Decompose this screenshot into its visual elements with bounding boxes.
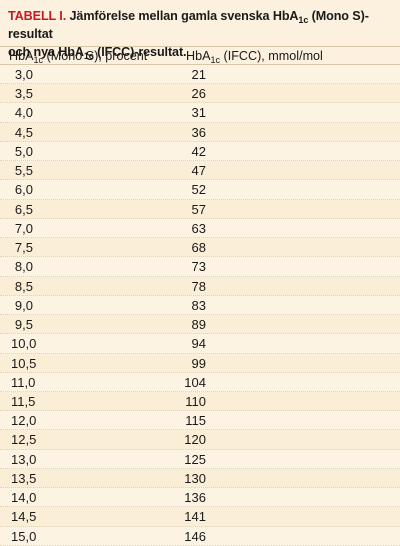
column-header-mono-s: HbA1c (Mono S), procent [9,48,148,65]
column-header-mono-s-subscript: 1c [33,55,44,65]
table-row: 5,5 47 [0,161,400,181]
table-row: 4,5 36 [0,122,400,142]
cell-mono-s: 13,5 [11,470,37,486]
caption-text-2: och nya HbA [8,45,84,59]
cell-ifcc: 94 [191,336,206,352]
table-row: 14,5 141 [0,507,400,527]
caption-line-1: TABELL I. Jämförelse mellan gamla svensk… [8,7,394,43]
cell-ifcc: 83 [191,297,206,313]
caption-subscript-2: 1c [83,51,94,61]
table-row: 3,0 21 [0,65,400,85]
table-row: 5,0 42 [0,141,400,162]
table-row: 13,0 125 [0,449,400,469]
cell-ifcc: 125 [184,451,206,467]
cell-ifcc: 136 [184,490,206,506]
table-row: 11,0 104 [0,372,400,392]
table-row: 3,5 26 [0,84,400,104]
cell-ifcc: 146 [184,528,206,544]
cell-mono-s: 11,0 [11,374,36,390]
cell-ifcc: 42 [191,143,206,159]
column-header-ifcc-unit: (IFCC), mmol/mol [220,49,323,63]
cell-ifcc: 26 [191,86,206,102]
cell-ifcc: 52 [191,182,206,198]
table-row: 11,5 110 [0,391,400,412]
table-row: 12,5 120 [0,430,400,450]
cell-mono-s: 12,5 [11,432,37,448]
column-header-mono-s-text: HbA [9,49,34,63]
table-row: 13,5 130 [0,468,400,489]
cell-mono-s: 9,0 [14,297,33,313]
table-row: 12,0 115 [0,411,400,431]
cell-ifcc: 47 [191,163,206,179]
cell-ifcc: 141 [184,509,206,525]
cell-ifcc: 89 [191,317,206,333]
cell-ifcc: 36 [191,124,206,140]
cell-mono-s: 8,5 [14,278,33,294]
column-header-ifcc-subscript: 1c [210,55,221,65]
cell-ifcc: 110 [185,393,206,409]
cell-mono-s: 5,5 [14,163,33,179]
cell-mono-s: 12,0 [11,413,37,429]
cell-mono-s: 6,5 [14,201,33,217]
column-header-ifcc-text: HbA [186,49,211,63]
cell-mono-s: 14,5 [11,509,37,525]
conversion-table: TABELL I. Jämförelse mellan gamla svensk… [0,7,400,546]
cell-mono-s: 5,0 [14,143,33,159]
table-row: 6,0 52 [0,180,400,200]
table-row: 6,5 57 [0,199,400,219]
cell-mono-s: 3,5 [14,86,33,102]
table-body: 3,0 21 3,5 26 4,0 31 4,5 36 5,0 42 5,5 47 6,0 52 6,5 57… [0,65,400,546]
column-header-mono-s-unit: (Mono S), procent [43,49,148,63]
table-row: 4,0 31 [0,103,400,123]
cell-ifcc: 130 [184,470,206,486]
cell-mono-s: 6,0 [14,182,33,198]
table-row: 7,5 68 [0,238,400,258]
caption-text-2b: (IFCC)-resultat. [97,45,187,59]
cell-ifcc: 104 [184,374,206,390]
caption-line-2: och nya HbA1c (IFCC)-resultat. [8,43,394,61]
cell-ifcc: 68 [191,240,206,256]
cell-mono-s: 11,5 [11,393,36,409]
cell-mono-s: 4,0 [14,105,33,121]
cell-mono-s: 10,5 [11,355,37,371]
cell-mono-s: 7,0 [14,220,33,236]
cell-ifcc: 73 [191,259,206,275]
cell-mono-s: 9,5 [14,317,33,333]
table-row: 9,5 89 [0,315,400,335]
cell-ifcc: 21 [191,67,206,82]
cell-mono-s: 8,0 [14,259,33,275]
cell-ifcc: 57 [191,201,206,217]
table-row: 9,0 83 [0,295,400,316]
table-row: 14,0 136 [0,488,400,508]
table-label: TABELL I. [8,9,67,23]
cell-mono-s: 15,0 [11,528,37,544]
cell-ifcc: 31 [191,105,206,121]
caption-text-1: Jämförelse mellan gamla svenska HbA [69,9,299,23]
cell-ifcc: 120 [184,432,206,448]
table-header: HbA1c (Mono S), procent HbA1c (IFCC), mm… [0,46,400,65]
cell-mono-s: 10,0 [11,336,37,352]
table-row: 8,0 73 [0,257,400,277]
table-row: 10,0 94 [0,334,400,354]
cell-mono-s: 3,0 [14,67,33,82]
caption-text-1b: (Mono S)-resultat [8,9,369,41]
cell-ifcc: 63 [191,220,206,236]
cell-ifcc: 99 [191,355,206,371]
cell-mono-s: 4,5 [14,124,33,140]
cell-mono-s: 14,0 [11,490,37,506]
table-row: 7,0 63 [0,218,400,239]
table-row: 15,0 146 [0,526,400,546]
cell-mono-s: 7,5 [14,240,33,256]
table-caption: TABELL I. Jämförelse mellan gamla svensk… [8,7,394,61]
table-row: 8,5 78 [0,276,400,296]
caption-subscript-1: 1c [298,15,309,25]
table-row: 10,5 99 [0,353,400,373]
cell-ifcc: 115 [185,413,206,429]
cell-mono-s: 13,0 [11,451,37,467]
column-header-ifcc: HbA1c (IFCC), mmol/mol [186,48,323,65]
cell-ifcc: 78 [191,278,206,294]
